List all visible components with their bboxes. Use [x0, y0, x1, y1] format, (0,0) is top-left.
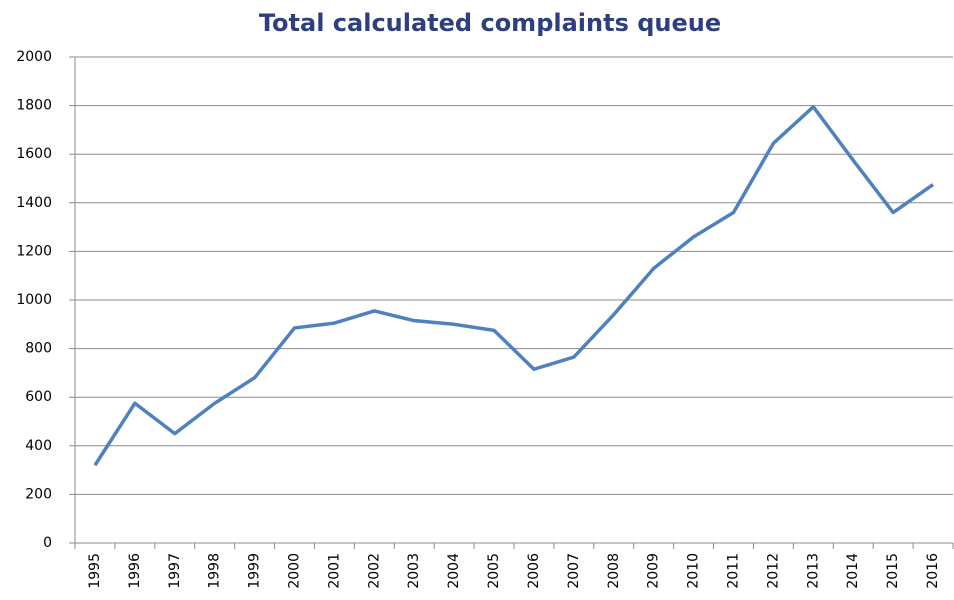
x-tick-label: 2015	[885, 553, 901, 589]
y-tick-label: 600	[25, 389, 52, 405]
x-tick-label: 2009	[646, 553, 662, 589]
y-tick-label: 200	[25, 486, 52, 502]
data-line	[93, 105, 935, 467]
x-tick-label: 2011	[726, 553, 742, 589]
y-tick-label: 2000	[16, 49, 52, 65]
y-tick-label: 1800	[16, 98, 52, 114]
y-tick-label: 800	[25, 341, 52, 357]
x-tick-label: 2005	[486, 553, 502, 589]
x-tick-label: 2000	[287, 553, 303, 589]
y-tick-label: 1200	[16, 243, 52, 259]
x-tick-label: 1998	[207, 553, 223, 589]
x-tick-label: 2013	[805, 553, 821, 589]
y-tick-label: 1600	[16, 146, 52, 162]
x-tick-label: 1999	[247, 553, 263, 589]
x-tick-label: 2007	[566, 553, 582, 589]
y-tick-label: 1400	[16, 195, 52, 211]
x-tick-label: 2008	[606, 553, 622, 589]
x-tick-label: 1995	[87, 553, 103, 589]
x-tick-label: 2001	[326, 553, 342, 589]
x-tick-label: 1997	[167, 553, 183, 589]
x-tick-label: 2004	[446, 553, 462, 589]
x-tick-label: 2016	[925, 553, 941, 589]
x-tick-label: 2014	[845, 553, 861, 589]
y-tick-label: 1000	[16, 292, 52, 308]
y-tick-label: 0	[43, 535, 52, 551]
chart-title: Total calculated complaints queue	[259, 9, 721, 37]
x-tick-label: 1996	[127, 553, 143, 589]
x-tick-label: 2012	[765, 553, 781, 589]
x-tick-label: 2002	[366, 553, 382, 589]
x-tick-label: 2010	[686, 553, 702, 589]
y-tick-label: 400	[25, 438, 52, 454]
x-tick-label: 2003	[406, 553, 422, 589]
x-tick-label: 2006	[526, 553, 542, 589]
